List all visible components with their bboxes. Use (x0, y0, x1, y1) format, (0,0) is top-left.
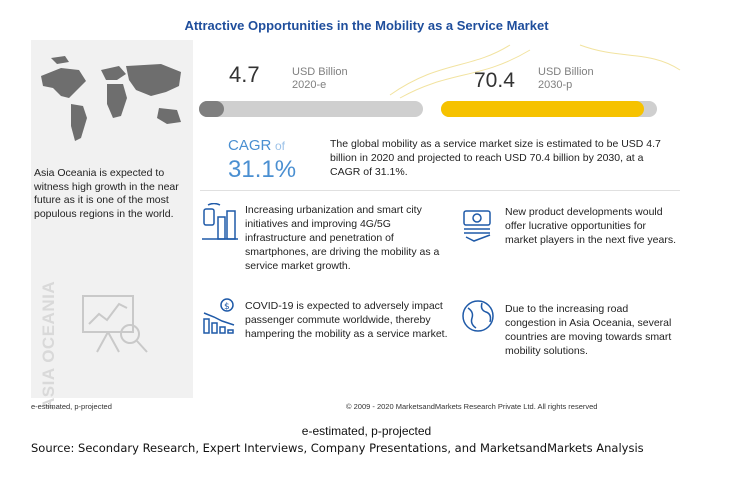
svg-text:$: $ (224, 302, 230, 312)
cagr-value: 31.1% (228, 156, 297, 183)
dollar-decline-chart-icon: $ (203, 298, 235, 334)
end-progress-bar (441, 101, 657, 117)
driver-text-urbanization: Increasing urbanization and smart city i… (245, 204, 440, 272)
world-map-icon (41, 56, 181, 141)
cagr-label: CAGR (228, 137, 272, 154)
smart-city-icon (202, 203, 238, 240)
driver-text-road-congestion: Due to the increasing road congestion in… (505, 303, 672, 357)
end-market-value: 70.4 (474, 69, 515, 92)
start-year: 2020-e (292, 79, 327, 91)
driver-text-product-developments: New product developments would offer luc… (505, 206, 676, 246)
region-vertical-label: ASIA OCEANIA (39, 280, 58, 410)
region-description: Asia Oceania is expected to witness high… (34, 167, 179, 220)
market-summary: The global mobility as a service market … (330, 138, 661, 178)
decorative-lines (389, 44, 681, 99)
left-panel: Asia Oceania is expected to witness high… (31, 40, 193, 410)
source-note: Source: Secondary Research, Expert Inter… (31, 441, 644, 455)
end-year: 2030-p (538, 79, 573, 91)
start-progress-fill (199, 101, 224, 117)
presentation-chart-icon (82, 295, 148, 353)
start-market-value: 4.7 (229, 62, 260, 87)
start-unit: USD Billion (292, 66, 348, 78)
start-progress-bar (199, 101, 423, 117)
end-progress-fill (441, 101, 644, 117)
cagr-of: of (275, 139, 286, 153)
copyright-notice: © 2009 - 2020 MarketsandMarkets Research… (346, 402, 598, 411)
caption: e-estimated, p-projected (301, 424, 432, 438)
infographic-title: Attractive Opportunities in the Mobility… (184, 18, 549, 33)
end-unit: USD Billion (538, 66, 594, 78)
footnote-abbreviations: e-estimated, p-projected (31, 402, 112, 411)
divider (200, 190, 680, 191)
globe-icon (462, 300, 494, 332)
driver-text-covid: COVID-19 is expected to adversely impact… (245, 300, 448, 340)
money-stack-icon (463, 210, 491, 242)
